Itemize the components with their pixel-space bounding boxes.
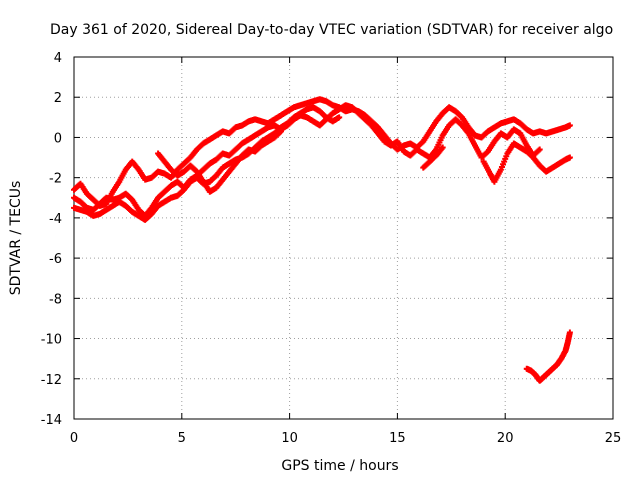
y-tick-label: -14 bbox=[41, 413, 62, 428]
series-track-d bbox=[155, 128, 284, 195]
series-track-e bbox=[420, 140, 573, 185]
series-track-a bbox=[71, 96, 573, 209]
data-point bbox=[536, 146, 543, 153]
x-tick-label: 25 bbox=[605, 431, 622, 446]
y-tick-label: -10 bbox=[41, 333, 62, 348]
y-tick-label: -2 bbox=[49, 172, 62, 187]
x-axis-label: GPS time / hours bbox=[281, 458, 398, 474]
data-point bbox=[277, 128, 284, 135]
y-tick-label: 2 bbox=[54, 91, 62, 106]
y-tick-label: 0 bbox=[54, 131, 62, 146]
x-tick-label: 5 bbox=[178, 431, 186, 446]
y-tick-label: 4 bbox=[54, 51, 62, 66]
plot-frame bbox=[73, 56, 614, 420]
x-tick-label: 20 bbox=[497, 431, 514, 446]
grid bbox=[74, 57, 613, 419]
chart-title: Day 361 of 2020, Sidereal Day-to-day VTE… bbox=[50, 22, 613, 38]
data-point bbox=[566, 122, 573, 129]
data-point bbox=[566, 329, 573, 336]
x-tick-label: 10 bbox=[281, 431, 298, 446]
series-track-c bbox=[71, 104, 343, 223]
y-tick-label: -4 bbox=[49, 212, 62, 227]
data-point bbox=[336, 114, 343, 121]
data-point bbox=[439, 144, 446, 151]
y-tick-label: -12 bbox=[41, 373, 62, 388]
x-tick-label: 15 bbox=[389, 431, 406, 446]
data-point bbox=[566, 154, 573, 161]
series-track-f bbox=[523, 329, 573, 384]
series-track-b bbox=[71, 102, 543, 219]
data-points bbox=[71, 96, 573, 384]
y-tick-label: -6 bbox=[49, 252, 62, 267]
y-axis-label: SDTVAR / TECUs bbox=[8, 181, 24, 296]
y-tick-label: -8 bbox=[49, 292, 62, 307]
x-tick-label: 0 bbox=[70, 431, 78, 446]
